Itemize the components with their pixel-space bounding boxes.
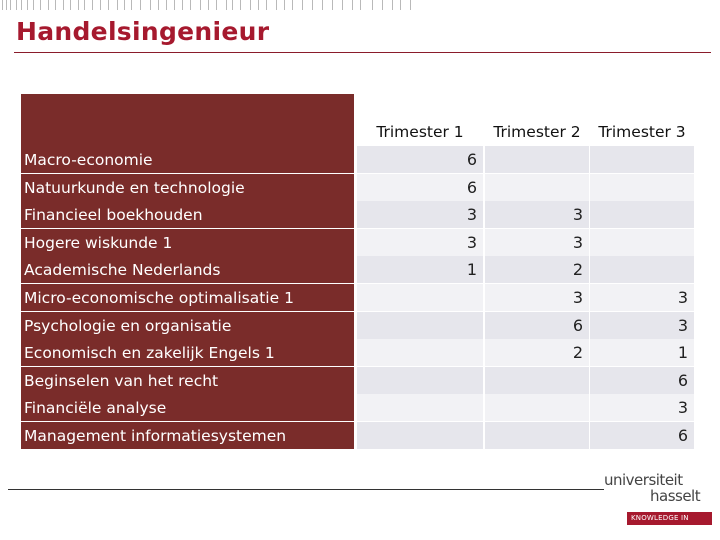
trimester-2-credits-cell (485, 366, 589, 394)
trimester-3-credits-cell (590, 173, 694, 201)
trimester-2-credits-cell: 3 (485, 228, 589, 256)
trimester-2-credits-cell: 2 (485, 339, 589, 367)
trimester-1-credits-cell (357, 394, 483, 422)
course-name-cell: Macro-economie (21, 146, 354, 173)
trimester-1-credits-cell: 3 (357, 201, 483, 229)
trimester-1-credits-cell: 6 (357, 173, 483, 201)
logo-tagline: KNOWLEDGE IN ACTION (627, 512, 712, 535)
logo-line-2: hasselt (650, 487, 701, 505)
trimester-1-credits-cell (357, 339, 483, 367)
trimester-3-credits-cell (590, 228, 694, 256)
course-name-cell: Financiële analyse (21, 394, 354, 422)
column-header-trimester-1: Trimester 1 (376, 123, 464, 141)
course-name-cell: Financieel boekhouden (21, 201, 354, 229)
header-name-cell (21, 94, 354, 146)
trimester-2-credits-cell (485, 394, 589, 422)
trimester-2-credits-cell (485, 422, 589, 449)
course-name-cell: Management informatiesystemen (21, 422, 354, 449)
decorative-barcode (0, 0, 720, 12)
trimester-1-credits-cell: 6 (357, 146, 483, 173)
trimester-1-credits-cell: 1 (357, 256, 483, 284)
trimester-3-credits-cell: 1 (590, 339, 694, 367)
course-name-cell: Psychologie en organisatie (21, 311, 354, 339)
trimester-1-credits-cell (357, 284, 483, 311)
trimester-3-credits-cell: 3 (590, 284, 694, 311)
trimester-1-credits-cell (357, 311, 483, 339)
trimester-3-credits-cell: 6 (590, 422, 694, 449)
trimester-2-credits-cell: 6 (485, 311, 589, 339)
trimester-3-credits-cell: 3 (590, 394, 694, 422)
trimester-1-credits-cell (357, 366, 483, 394)
title-divider (14, 52, 711, 53)
logo-line-1: universiteit (604, 471, 683, 489)
trimester-1-credits-cell: 3 (357, 228, 483, 256)
course-name-cell: Economisch en zakelijk Engels 1 (21, 339, 354, 367)
course-name-cell: Hogere wiskunde 1 (21, 228, 354, 256)
trimester-2-credits-cell (485, 146, 589, 173)
trimester-3-credits-cell: 6 (590, 366, 694, 394)
footer-divider (8, 489, 604, 490)
course-name-cell: Beginselen van het recht (21, 366, 354, 394)
column-header-trimester-3: Trimester 3 (598, 123, 686, 141)
trimester-3-credits-cell: 3 (590, 311, 694, 339)
trimester-2-credits-cell: 3 (485, 201, 589, 229)
trimester-3-credits-cell (590, 256, 694, 284)
trimester-1-credits-cell (357, 422, 483, 449)
trimester-2-credits-cell: 3 (485, 284, 589, 311)
trimester-2-credits-cell (485, 173, 589, 201)
course-name-cell: Micro-economische optimalisatie 1 (21, 284, 354, 311)
page-title: Handelsingenieur (16, 17, 270, 46)
trimester-2-credits-cell: 2 (485, 256, 589, 284)
course-name-cell: Academische Nederlands (21, 256, 354, 284)
university-logo: universiteit hasselt KNOWLEDGE IN ACTION (600, 471, 712, 535)
trimester-3-credits-cell (590, 146, 694, 173)
trimester-3-credits-cell (590, 201, 694, 229)
course-name-cell: Natuurkunde en technologie (21, 173, 354, 201)
column-header-trimester-2: Trimester 2 (493, 123, 581, 141)
